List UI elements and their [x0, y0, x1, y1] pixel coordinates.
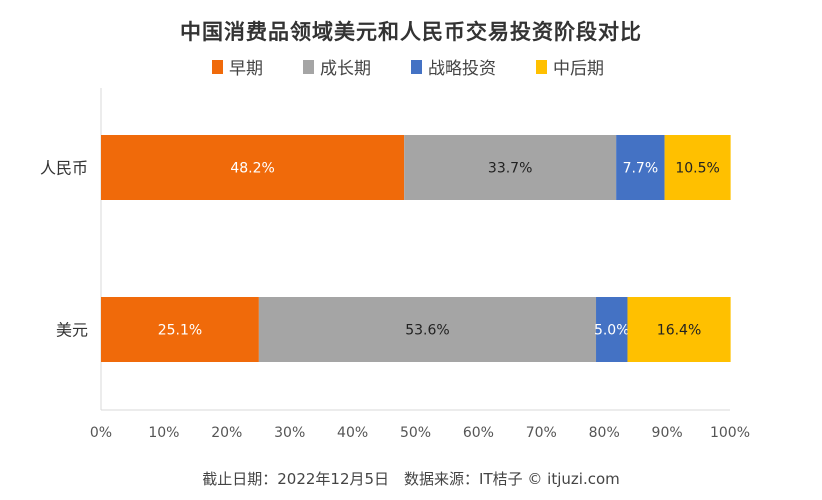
legend-label: 早期: [229, 59, 263, 79]
x-tick-label: 20%: [211, 425, 242, 441]
bar-segment: [258, 297, 597, 362]
bar-segment: [404, 135, 617, 200]
data-label: 53.6%: [405, 323, 449, 339]
x-tick-label: 60%: [463, 425, 494, 441]
legend-swatch: [212, 59, 223, 74]
legend-item-late: 中后期: [536, 54, 604, 79]
source-footer: 截止日期：2022年12月5日 数据来源：IT桔子 © itjuzi.com: [202, 470, 620, 488]
bar-segment: [664, 135, 731, 200]
x-tick-label: 80%: [589, 425, 620, 441]
data-label: 5.0%: [594, 323, 630, 339]
legend-swatch: [536, 59, 547, 74]
legend: 早期 成长期 战略投资 中后期: [212, 54, 604, 79]
data-label: 25.1%: [158, 323, 202, 339]
x-tick-label: 40%: [337, 425, 368, 441]
legend-label: 战略投资: [428, 59, 496, 79]
data-label: 48.2%: [230, 161, 274, 177]
legend-label: 中后期: [553, 59, 604, 79]
x-tick-label: 50%: [400, 425, 431, 441]
bar-segment: [101, 297, 259, 362]
data-label: 10.5%: [675, 161, 719, 177]
bar-segment: [616, 135, 665, 200]
bar-segment: [627, 297, 731, 362]
legend-item-early: 早期: [212, 54, 263, 79]
x-tick-label: 10%: [148, 425, 179, 441]
x-tick-label: 70%: [526, 425, 557, 441]
legend-item-growth: 成长期: [303, 54, 371, 79]
x-tick-label: 90%: [652, 425, 683, 441]
legend-item-strategic: 战略投资: [411, 54, 496, 79]
x-tick-label: 100%: [710, 425, 750, 441]
chart-title: 中国消费品领域美元和人民币交易投资阶段对比: [180, 20, 642, 44]
y-category-label: 人民币: [40, 159, 88, 178]
legend-swatch: [303, 59, 314, 74]
data-label: 7.7%: [623, 161, 659, 177]
bar-segment: [101, 135, 405, 200]
y-category-label: 美元: [56, 321, 88, 340]
data-label: 16.4%: [657, 323, 701, 339]
x-tick-label: 30%: [274, 425, 305, 441]
data-label: 33.7%: [488, 161, 532, 177]
legend-label: 成长期: [320, 59, 371, 79]
bar-segment: [596, 297, 628, 362]
x-tick-label: 0%: [90, 425, 112, 441]
legend-swatch: [411, 59, 422, 74]
